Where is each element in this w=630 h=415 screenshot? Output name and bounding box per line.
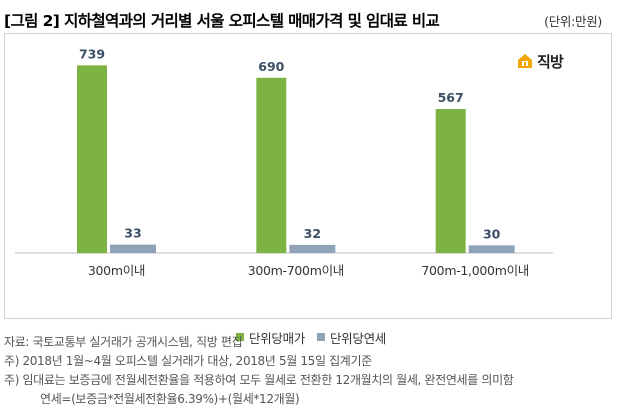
chart-title: [그림 2] 지하철역과의 거리별 서울 오피스텔 매매가격 및 임대료 비교 — [4, 12, 440, 30]
category-label-2: 300m-700m이내 — [248, 263, 344, 278]
note-basis: 주) 2018년 1월~4월 오피스텔 실거래가 대상, 2018년 5월 15… — [4, 354, 372, 368]
logo-text: 직방 — [537, 53, 564, 71]
note-formula: 연세=(보증금*전월세전환율6.39%)+(월세*12개월) — [40, 392, 300, 406]
title-row: [그림 2] 지하철역과의 거리별 서울 오피스텔 매매가격 및 임대료 비교 … — [4, 9, 626, 31]
bar-sale-1 — [77, 65, 107, 254]
legend-label-sale: 단위당매가 — [248, 331, 305, 346]
legend-swatch-sale — [235, 332, 244, 341]
data-label-rent-3: 30 — [483, 226, 501, 241]
footnotes: 자료: 국토교통부 실거래가 공개시스템, 직방 편집 주) 2018년 1월~… — [4, 333, 628, 409]
chart-area: 739 33 300m이내 690 32 300m-700m이내 567 30 700m-1,0… — [4, 33, 612, 346]
category-label-1: 300m이내 — [88, 263, 145, 278]
category-label-3: 700m-1,000m이내 — [421, 263, 529, 278]
house-icon — [518, 54, 532, 68]
bar-rent-2 — [289, 244, 336, 253]
legend-item-rent: 단위당연세 — [316, 328, 386, 347]
bar-sale-3 — [435, 109, 466, 253]
note-source: 자료: 국토교통부 실거래가 공개시스템, 직방 편집 — [4, 335, 243, 349]
bar-rent-1 — [110, 244, 156, 253]
data-label-sale-3: 567 — [438, 90, 464, 105]
bar-rent-3 — [468, 245, 515, 253]
legend-swatch-rent — [316, 332, 325, 341]
unit-label: (단위:만원) — [544, 14, 602, 29]
bar-chart: 739 33 300m이내 690 32 300m-700m이내 567 30 700m-1,0… — [15, 46, 553, 278]
data-label-rent-2: 32 — [304, 226, 321, 241]
chart-legend: 단위당매가 단위당연세 — [5, 328, 617, 347]
data-label-sale-2: 690 — [258, 59, 284, 74]
zigbang-logo: 직방 — [516, 52, 576, 71]
data-label-rent-1: 33 — [124, 226, 141, 241]
legend-item-sale: 단위당매가 — [235, 328, 305, 347]
legend-label-rent: 단위당연세 — [329, 331, 386, 346]
data-label-sale-1: 739 — [79, 46, 105, 61]
note-rent-definition: 주) 임대료는 보증금에 전월세전환율을 적용하여 모두 월세로 전환한 12개… — [4, 373, 514, 387]
bar-sale-2 — [256, 77, 287, 253]
